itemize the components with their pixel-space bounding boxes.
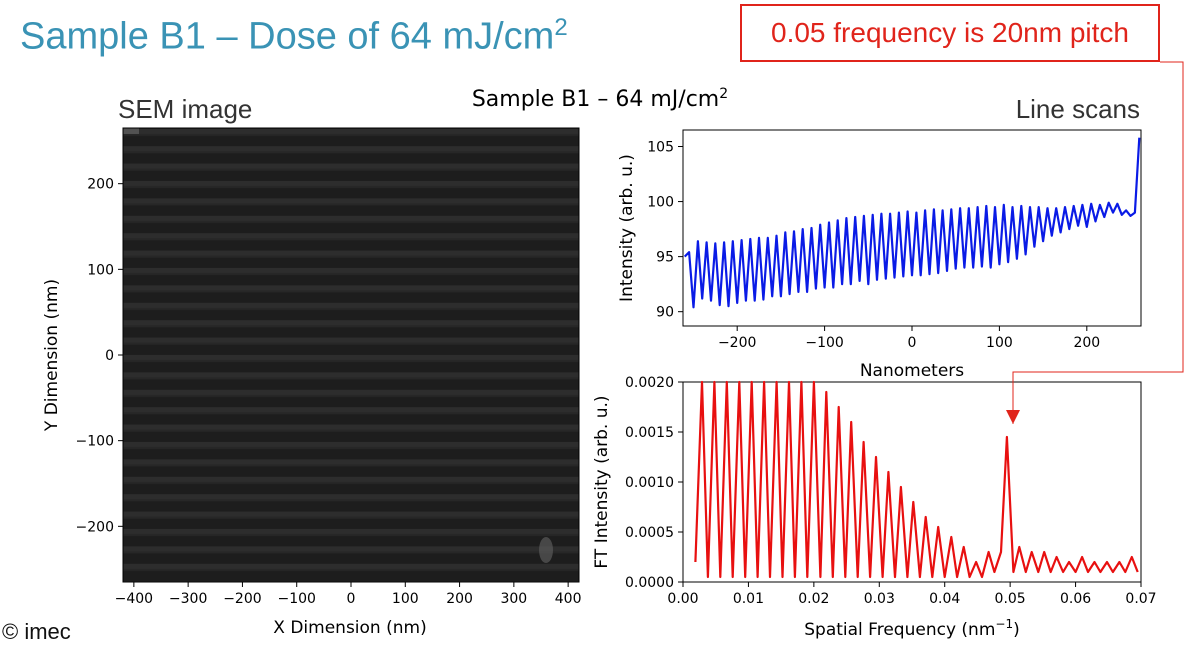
linescan-y-tick-label: 90 [656,305,674,321]
line-scans-label: Line scans [1016,94,1140,124]
sem-y-axis-label: Y Dimension (nm) [42,279,62,432]
fft-x-tick-label: 0.02 [798,591,829,607]
sem-x-tick-label: 200 [446,591,473,607]
linescan-x-tick-label: −200 [718,335,756,351]
sem-y-tick-label: 200 [87,177,114,193]
fft-x-tick-label: 0.00 [667,591,698,607]
linescan-y-tick-label: 105 [647,140,674,156]
linescan-x-tick-label: 200 [1073,335,1100,351]
sem-x-tick-label: −400 [115,591,153,607]
fft-y-tick-label: 0.0000 [625,575,674,591]
fft-series-line [694,380,1139,579]
linescan-y-axis-label: Intensity (arb. u.) [617,154,637,302]
sem-image-label: SEM image [118,94,252,124]
fft-x-tick-label: 0.04 [929,591,960,607]
slide-title-superscript: 2 [554,14,568,41]
linescan-x-tick-label: 100 [986,335,1013,351]
sem-y-tick-label: −200 [76,519,114,535]
figure-title: Sample B1 – 64 mJ/cm2 [472,86,728,112]
callout-box: 0.05 frequency is 20nm pitch [740,4,1160,62]
linescan-x-tick-label: −100 [805,335,843,351]
linescan-y-tick-label: 100 [647,195,674,211]
fft-x-axis-label: Spatial Frequency (nm−1) [804,617,1019,640]
sem-x-axis-label: X Dimension (nm) [273,618,426,638]
fft-x-tick-label: 0.05 [995,591,1026,607]
sem-y-tick-label: 100 [87,262,114,278]
callout-text: 0.05 frequency is 20nm pitch [771,17,1129,48]
sem-x-tick-label: 100 [392,591,419,607]
slide-title: Sample B1 – Dose of 64 mJ/cm2 [20,14,568,59]
callout-arrow-icon [1006,410,1020,424]
sem-x-tick-label: −300 [169,591,207,607]
fft-y-tick-label: 0.0005 [625,525,674,541]
sem-x-tick-label: 400 [555,591,582,607]
fft-y-tick-label: 0.0020 [625,375,674,391]
linescan-y-tick-label: 95 [656,250,674,266]
linescan-x-axis-label: Nanometers [860,361,964,381]
fft-x-tick-label: 0.03 [864,591,895,607]
linescan-plot-frame [682,129,1142,327]
fft-y-tick-label: 0.0015 [625,425,674,441]
linescan-series-line [683,137,1141,309]
fft-axes: 0.00 0.01 0.02 0.03 0.04 0.05 0.06 0.07 0.0000 0.… [625,375,1157,607]
sem-y-tick-label: −100 [76,434,114,450]
sem-x-tick-label: 300 [500,591,527,607]
slide-title-text: Sample B1 – Dose of 64 mJ/cm [20,15,555,58]
sem-x-tick-label: −200 [223,591,261,607]
sem-bright-spot [123,128,139,134]
fft-y-tick-label: 0.0010 [625,475,674,491]
linescan-axes: −200 −100 0 100 200 90 95 100 105 [647,140,1100,351]
sem-image [123,128,579,582]
sem-x-tick-label: −100 [277,591,315,607]
sem-y-tick-label: 0 [105,348,114,364]
fft-y-axis-label: FT Intensity (arb. u.) [592,395,612,568]
linescan-x-tick-label: 0 [908,335,917,351]
fft-x-tick-label: 0.07 [1125,591,1156,607]
sem-axes: −400 −300 −200 −100 0 100 200 300 400 200 100 0 −100… [76,177,582,607]
copyright-text: © imec [2,619,71,644]
fft-x-tick-label: 0.01 [733,591,764,607]
sem-particle [539,537,553,563]
sem-x-tick-label: 0 [347,591,356,607]
fft-x-tick-label: 0.06 [1060,591,1091,607]
callout-connector-line [1012,61,1184,424]
